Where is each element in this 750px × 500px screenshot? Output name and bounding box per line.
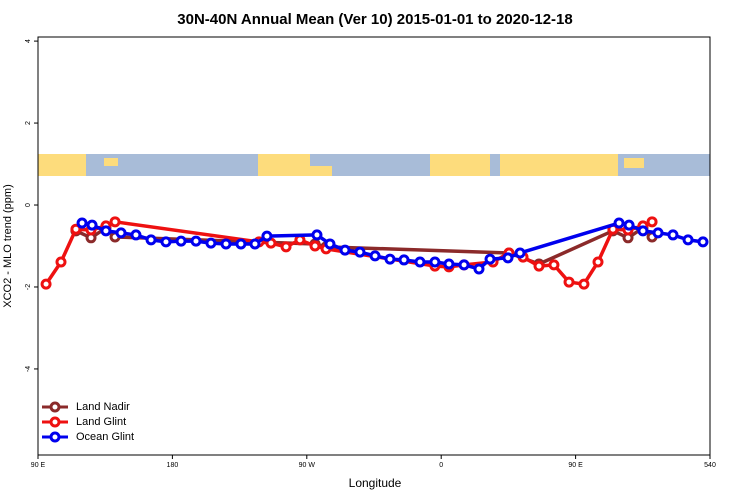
legend-label: Land Nadir (76, 401, 130, 413)
chart-title: 30N-40N Annual Mean (Ver 10) 2015-01-01 … (177, 11, 572, 28)
point (623, 219, 635, 231)
point (398, 254, 410, 266)
point (280, 241, 292, 253)
legend-marker (49, 401, 61, 413)
point (578, 278, 590, 290)
legend-label: Ocean Glint (76, 431, 134, 443)
point (100, 225, 112, 237)
x-tick-label: 90 E (31, 462, 46, 469)
x-axis-label: Longitude (349, 476, 402, 490)
point (309, 240, 321, 252)
point (563, 276, 575, 288)
point (261, 230, 273, 242)
point (175, 235, 187, 247)
point (484, 253, 496, 265)
point (548, 259, 560, 271)
y-tick-label: 4 (25, 39, 32, 43)
x-tick-label: 90 W (299, 462, 316, 469)
y-tick-label: 0 (25, 203, 32, 207)
point (205, 237, 217, 249)
y-tick-label: -2 (25, 284, 32, 290)
series (70, 222, 658, 270)
map-strip (38, 154, 710, 176)
point (533, 260, 545, 272)
y-axis-label: XCO2 - MLO trend (ppm) (2, 184, 14, 307)
legend-marker (49, 416, 61, 428)
point (109, 216, 121, 228)
point (220, 238, 232, 250)
point (339, 244, 351, 256)
point (414, 256, 426, 268)
point (115, 227, 127, 239)
series (76, 217, 709, 275)
point (55, 256, 67, 268)
point (311, 229, 323, 241)
point (637, 225, 649, 237)
x-tick-label: 180 (167, 462, 179, 469)
point (652, 227, 664, 239)
point (429, 256, 441, 268)
point (249, 238, 261, 250)
x-tick-label: 90 E (568, 462, 583, 469)
point (354, 246, 366, 258)
point (682, 234, 694, 246)
point (514, 247, 526, 259)
point (697, 236, 709, 248)
y-tick-label: -4 (25, 366, 32, 372)
point (190, 235, 202, 247)
x-tick-label: 540 (704, 462, 716, 469)
point (473, 263, 485, 275)
point (667, 229, 679, 241)
point (76, 217, 88, 229)
point (369, 250, 381, 262)
point (592, 256, 604, 268)
point (324, 238, 336, 250)
point (235, 238, 247, 250)
point (613, 217, 625, 229)
point (443, 258, 455, 270)
x-tick-label: 0 (439, 462, 443, 469)
point (502, 252, 514, 264)
point (40, 278, 52, 290)
legend-marker (49, 431, 61, 443)
point (86, 219, 98, 231)
point (145, 234, 157, 246)
point (458, 259, 470, 271)
point (130, 229, 142, 241)
point (384, 253, 396, 265)
plot-frame (37, 36, 711, 456)
point (646, 216, 658, 228)
point (70, 223, 82, 235)
point (160, 236, 172, 248)
legend-label: Land Glint (76, 416, 126, 428)
y-tick-label: 2 (25, 121, 32, 125)
